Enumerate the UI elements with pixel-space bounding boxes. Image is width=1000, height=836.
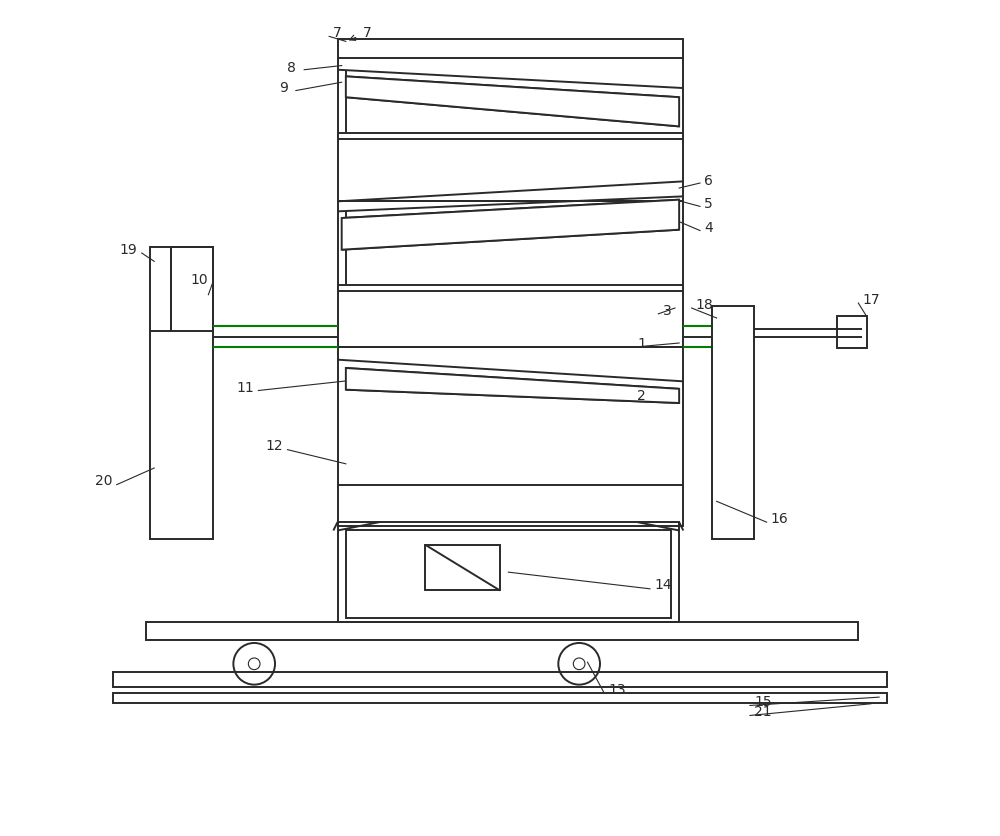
Text: 16: 16 bbox=[771, 512, 789, 526]
Text: 9: 9 bbox=[279, 81, 288, 95]
Text: 17: 17 bbox=[862, 293, 880, 307]
Circle shape bbox=[248, 658, 260, 670]
Circle shape bbox=[573, 658, 585, 670]
Text: 5: 5 bbox=[704, 196, 713, 211]
Text: 11: 11 bbox=[236, 381, 254, 395]
Bar bbox=[113, 693, 887, 703]
Bar bbox=[425, 544, 500, 590]
Text: 13: 13 bbox=[608, 683, 626, 696]
Text: 10: 10 bbox=[191, 273, 208, 287]
Text: 6: 6 bbox=[704, 174, 713, 187]
Text: 1: 1 bbox=[637, 337, 646, 351]
Bar bbox=[837, 316, 867, 348]
Bar bbox=[712, 305, 754, 539]
Text: 14: 14 bbox=[654, 579, 672, 593]
Bar bbox=[338, 39, 683, 201]
Bar bbox=[338, 201, 683, 347]
Bar bbox=[338, 522, 679, 622]
Text: 2: 2 bbox=[637, 389, 646, 402]
Bar bbox=[338, 347, 683, 527]
Bar bbox=[346, 531, 671, 618]
Text: 19: 19 bbox=[120, 242, 138, 257]
Polygon shape bbox=[346, 368, 679, 403]
Text: 18: 18 bbox=[696, 298, 714, 312]
Text: 21: 21 bbox=[754, 705, 772, 719]
Text: 15: 15 bbox=[754, 695, 772, 709]
Polygon shape bbox=[342, 200, 679, 250]
Text: 7: 7 bbox=[363, 26, 371, 40]
Bar bbox=[150, 247, 213, 539]
Bar bbox=[113, 672, 887, 687]
Polygon shape bbox=[346, 76, 679, 126]
Bar bbox=[171, 247, 213, 330]
Text: 20: 20 bbox=[95, 474, 113, 488]
Text: 4: 4 bbox=[704, 221, 713, 235]
Text: 3: 3 bbox=[662, 304, 671, 319]
Text: 8: 8 bbox=[287, 61, 296, 75]
Text: 12: 12 bbox=[266, 440, 283, 453]
Text: 7: 7 bbox=[333, 26, 342, 40]
Bar bbox=[146, 622, 858, 640]
